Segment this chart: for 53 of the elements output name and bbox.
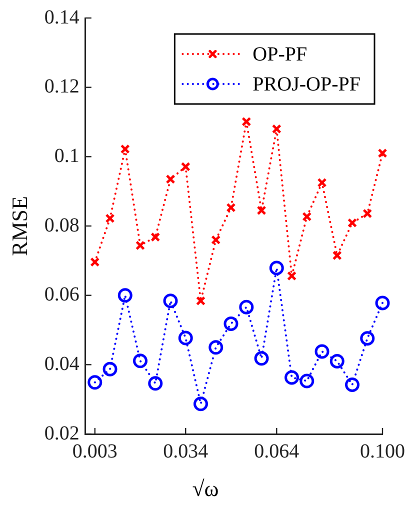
point [269, 260, 284, 276]
point [150, 232, 160, 242]
point [105, 214, 115, 224]
point [256, 206, 266, 216]
point [239, 300, 254, 314]
point [302, 212, 312, 222]
x-tick-label: 0.100 [360, 440, 405, 462]
y-tick-label: 0.12 [44, 76, 80, 98]
point [90, 257, 100, 267]
point [347, 218, 358, 228]
y-tick-label: 0.06 [44, 284, 80, 306]
point [332, 250, 342, 260]
point [163, 294, 178, 308]
point [360, 331, 375, 346]
point [375, 296, 390, 310]
point [345, 378, 360, 392]
point [300, 374, 314, 388]
point [242, 116, 252, 126]
legend-label: PROJ-OP-PF [252, 73, 361, 96]
point [211, 235, 221, 245]
point [314, 344, 330, 359]
point [193, 396, 208, 412]
point [120, 144, 130, 154]
point [133, 354, 148, 368]
y-tick-label: 0.14 [44, 6, 80, 28]
point [378, 148, 388, 158]
y-tick-label: 0.08 [44, 214, 80, 236]
point [254, 351, 269, 366]
point [118, 288, 132, 303]
point [284, 370, 300, 385]
point [272, 124, 282, 134]
legend-label: OP-PF [252, 43, 308, 66]
y-tick-label: 0.04 [44, 352, 80, 375]
point [208, 340, 224, 355]
point [102, 362, 118, 376]
point [362, 208, 372, 218]
point [224, 316, 238, 332]
y-tick-label: 0.1 [54, 144, 80, 167]
y-axis-title: RMSE [6, 196, 32, 256]
x-tick-label: 0.064 [254, 440, 300, 462]
point [180, 162, 190, 172]
point [88, 375, 102, 390]
x-axis-title: √ω [191, 476, 220, 502]
point [286, 271, 297, 281]
point [226, 202, 236, 212]
point [148, 376, 163, 391]
point [166, 174, 176, 184]
x-tick-label: 0.034 [163, 440, 208, 462]
point [317, 178, 327, 188]
point [135, 240, 146, 250]
point [196, 296, 206, 306]
point [178, 330, 193, 346]
point [330, 354, 344, 368]
